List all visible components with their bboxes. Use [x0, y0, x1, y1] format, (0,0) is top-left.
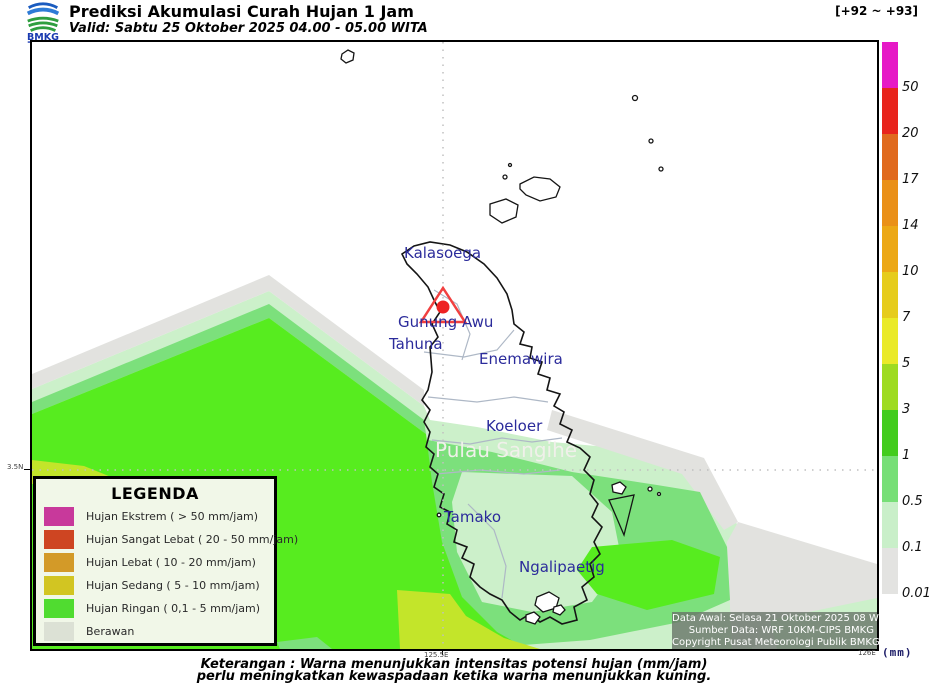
- logo-green-wave: [27, 16, 59, 23]
- legend-swatch-sedang: [44, 576, 74, 595]
- legend-swatch-lebat: [44, 553, 74, 572]
- place-label-koeloer: Koeloer: [486, 417, 543, 435]
- legend-label-sedang: Hujan Sedang ( 5 - 10 mm/jam): [86, 579, 260, 592]
- rain-region-medium-diagonal: [32, 304, 426, 434]
- place-label-gunung-awu: Gunung Awu: [398, 313, 494, 331]
- data-source-line3: Copyright Pusat Meteorologi Publik BMKG,…: [672, 637, 912, 648]
- page-title: Prediksi Akumulasi Curah Hujan 1 Jam: [69, 2, 414, 21]
- place-label-ngalipaetig: Ngalipaetig: [519, 558, 605, 576]
- colorbar-seg-10-14: [882, 226, 898, 272]
- legend-row-berawan: Berawan: [36, 620, 274, 643]
- legend-box: LEGENDA Hujan Ekstrem ( > 50 mm/jam) Huj…: [33, 476, 298, 646]
- sea-white-wedge: [560, 42, 877, 564]
- caption-line2: perlu meningkatkan kewaspadaan ketika wa…: [196, 669, 712, 684]
- legend-swatch-sangat-lebat: [44, 530, 74, 549]
- island-outline-sangihe: [400, 241, 603, 625]
- colorbar-seg-7-10: [882, 272, 898, 318]
- logo-text: BMKG: [27, 32, 59, 43]
- logo-green-wave-2: [28, 21, 58, 28]
- colorbar-seg-01-05: [882, 502, 898, 548]
- colorbar-seg-20-50: [882, 88, 898, 134]
- caption: Keterangan : Warna menunjukkan intensita…: [0, 657, 908, 684]
- logo-blue-wave: [28, 2, 58, 9]
- district-borders: [423, 289, 563, 599]
- legend-swatch-berawan: [44, 622, 74, 641]
- place-label-tamako: Tamako: [444, 508, 502, 526]
- lat-tickmark: [24, 469, 30, 470]
- legend-row-ekstrem: Hujan Ekstrem ( > 50 mm/jam): [36, 505, 274, 528]
- lat-axis-label: 3.5N: [7, 463, 24, 471]
- colorbar-seg-14-17: [882, 180, 898, 226]
- valid-time-subtitle: Valid: Sabtu 25 Oktober 2025 04.00 - 05.…: [69, 21, 428, 36]
- legend-swatch-ekstrem: [44, 507, 74, 526]
- colorbar-seg-5-7: [882, 318, 898, 364]
- colorbar-tick-17: 17: [902, 172, 919, 187]
- place-label-kalasoega: Kalasoega: [404, 244, 482, 262]
- legend-title: LEGENDA: [111, 484, 199, 503]
- colorbar-tick-05: 0.5: [902, 494, 923, 509]
- rain-region-bright-east: [577, 540, 720, 610]
- data-source-line2: Sumber Data: WRF 10KM-CIPS BMKG: [688, 625, 874, 636]
- colorbar-tick-50: 50: [902, 80, 919, 95]
- colorbar-tick-3: 3: [902, 402, 911, 417]
- colorbar-seg-001-01: [882, 548, 898, 594]
- rain-region-moderate-south: [397, 590, 540, 649]
- lon-axis-label-mid: 125.5E: [424, 651, 449, 659]
- caption-line1: Keterangan : Warna menunjukkan intensita…: [200, 657, 708, 672]
- colorbar-unit-label: (mm): [882, 646, 913, 659]
- colorbar-seg-3-5: [882, 364, 898, 410]
- cloud-region-diagonal: [32, 275, 424, 406]
- legend-row-lebat: Hujan Lebat ( 10 - 20 mm/jam): [36, 551, 274, 574]
- logo-blue-wave-2: [26, 7, 60, 16]
- legend-label-berawan: Berawan: [86, 625, 135, 638]
- forecast-map: Kalasoega Gunung Awu Tahuna Enemawira Ko…: [30, 40, 912, 651]
- forecast-hour-window: [+92 ~ +93]: [835, 4, 918, 18]
- colorbar-tick-5: 5: [902, 356, 911, 371]
- legend-label-sangat-lebat: Hujan Sangat Lebat ( 20 - 50 mm/jam): [86, 533, 299, 546]
- colorbar-tick-7: 7: [902, 310, 911, 325]
- legend-label-ekstrem: Hujan Ekstrem ( > 50 mm/jam): [86, 510, 259, 523]
- place-label-enemawira: Enemawira: [479, 350, 563, 368]
- legend-label-lebat: Hujan Lebat ( 10 - 20 mm/jam): [86, 556, 256, 569]
- volcano-dot-icon: [436, 300, 450, 314]
- island-name-label: Pulau Sangihe: [435, 438, 578, 462]
- rain-region-pale-island: [452, 472, 622, 612]
- data-source-line1: Data Awal: Selasa 21 Oktober 2025 08 WIT…: [672, 613, 894, 624]
- colorbar-seg-05-1: [882, 456, 898, 502]
- lon-axis-label-right: 126E: [858, 649, 876, 657]
- legend-row-ringan: Hujan Ringan ( 0,1 - 5 mm/jam): [36, 597, 274, 620]
- colorbar-seg-gt50: [882, 42, 898, 88]
- colorbar-seg-1-3: [882, 410, 898, 456]
- colorbar-tick-14: 14: [902, 218, 919, 233]
- legend-row-sedang: Hujan Sedang ( 5 - 10 mm/jam): [36, 574, 274, 597]
- colorbar-seg-17-20: [882, 134, 898, 180]
- logo-green-wave-3: [29, 26, 57, 32]
- legend-label-ringan: Hujan Ringan ( 0,1 - 5 mm/jam): [86, 602, 261, 615]
- colorbar-tick-10: 10: [902, 264, 919, 279]
- islets: [340, 49, 664, 625]
- colorbar-tick-20: 20: [902, 126, 919, 141]
- cloud-region-east: [547, 410, 738, 530]
- bmkg-logo: BMKG: [26, 2, 60, 43]
- colorbar: [882, 42, 898, 594]
- rain-region-medium-south-spot: [277, 637, 332, 649]
- legend-row-sangat-lebat: Hujan Sangat Lebat ( 20 - 50 mm/jam): [36, 528, 298, 551]
- colorbar-tick-01: 0.1: [902, 540, 923, 555]
- legend-swatch-ringan: [44, 599, 74, 618]
- colorbar-tick-1: 1: [902, 448, 911, 463]
- volcano-triangle-icon: [418, 285, 468, 324]
- place-label-tahuna: Tahuna: [389, 335, 443, 353]
- colorbar-tick-001: 0.01: [902, 586, 930, 601]
- lon-tickmark: [442, 651, 443, 655]
- data-source-box: Data Awal: Selasa 21 Oktober 2025 08 WIT…: [672, 612, 912, 649]
